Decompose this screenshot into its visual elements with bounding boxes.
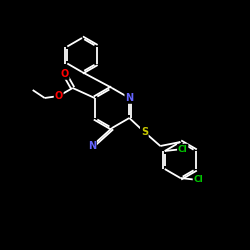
- Text: O: O: [60, 69, 69, 79]
- Text: N: N: [88, 141, 96, 151]
- Text: Cl: Cl: [194, 176, 203, 184]
- Text: O: O: [54, 91, 63, 101]
- Text: S: S: [141, 127, 148, 137]
- Text: Cl: Cl: [178, 144, 188, 154]
- Text: N: N: [125, 93, 134, 103]
